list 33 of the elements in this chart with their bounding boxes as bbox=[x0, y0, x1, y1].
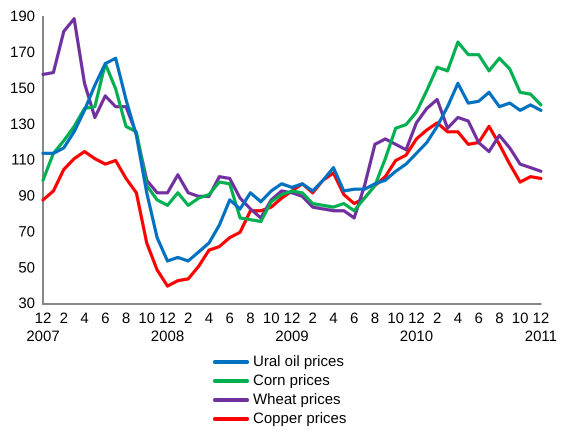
x-tick-label: 4 bbox=[204, 310, 214, 328]
x-tick-label: 4 bbox=[454, 310, 462, 328]
x-tick-label: 10 bbox=[138, 310, 156, 328]
legend-label: Wheat prices bbox=[253, 391, 341, 408]
x-tick-label: 4 bbox=[329, 310, 338, 328]
x-tick-label: 6 bbox=[226, 310, 234, 328]
x-tick-label: 8 bbox=[370, 310, 380, 328]
x-tick-label: 10 bbox=[262, 310, 280, 328]
y-tick-label: 110 bbox=[11, 152, 36, 169]
y-tick-label: 50 bbox=[18, 259, 36, 276]
x-tick-label: 6 bbox=[101, 310, 110, 328]
legend-label: Corn prices bbox=[253, 372, 330, 389]
legend-label: Copper prices bbox=[253, 410, 346, 427]
x-tick-label: 4 bbox=[80, 310, 89, 328]
legend-label: Ural oil prices bbox=[253, 353, 344, 370]
x-tick-label: 2 bbox=[432, 310, 442, 328]
x-tick-label: 8 bbox=[246, 310, 255, 328]
x-tick-label: 6 bbox=[350, 310, 358, 328]
y-tick-label: 130 bbox=[10, 116, 36, 133]
x-tick-label: 2 bbox=[184, 310, 192, 328]
y-tick-label: 90 bbox=[18, 188, 36, 205]
x-tick-label: 2 bbox=[60, 310, 68, 328]
x-tick-label: 8 bbox=[495, 310, 504, 328]
x-tick-label: 6 bbox=[474, 310, 483, 328]
x-tick-label: 12 2007 bbox=[26, 310, 60, 346]
y-tick-label: 150 bbox=[10, 80, 36, 97]
x-tick-label: 2 bbox=[308, 310, 317, 328]
y-tick-label: 70 bbox=[18, 223, 36, 240]
x-tick-label: 8 bbox=[122, 310, 130, 328]
y-tick-label: 190 bbox=[10, 8, 36, 26]
y-tick-label: 30 bbox=[18, 295, 36, 312]
x-tick-label: 10 bbox=[387, 310, 404, 328]
y-tick-label: 170 bbox=[10, 44, 36, 62]
